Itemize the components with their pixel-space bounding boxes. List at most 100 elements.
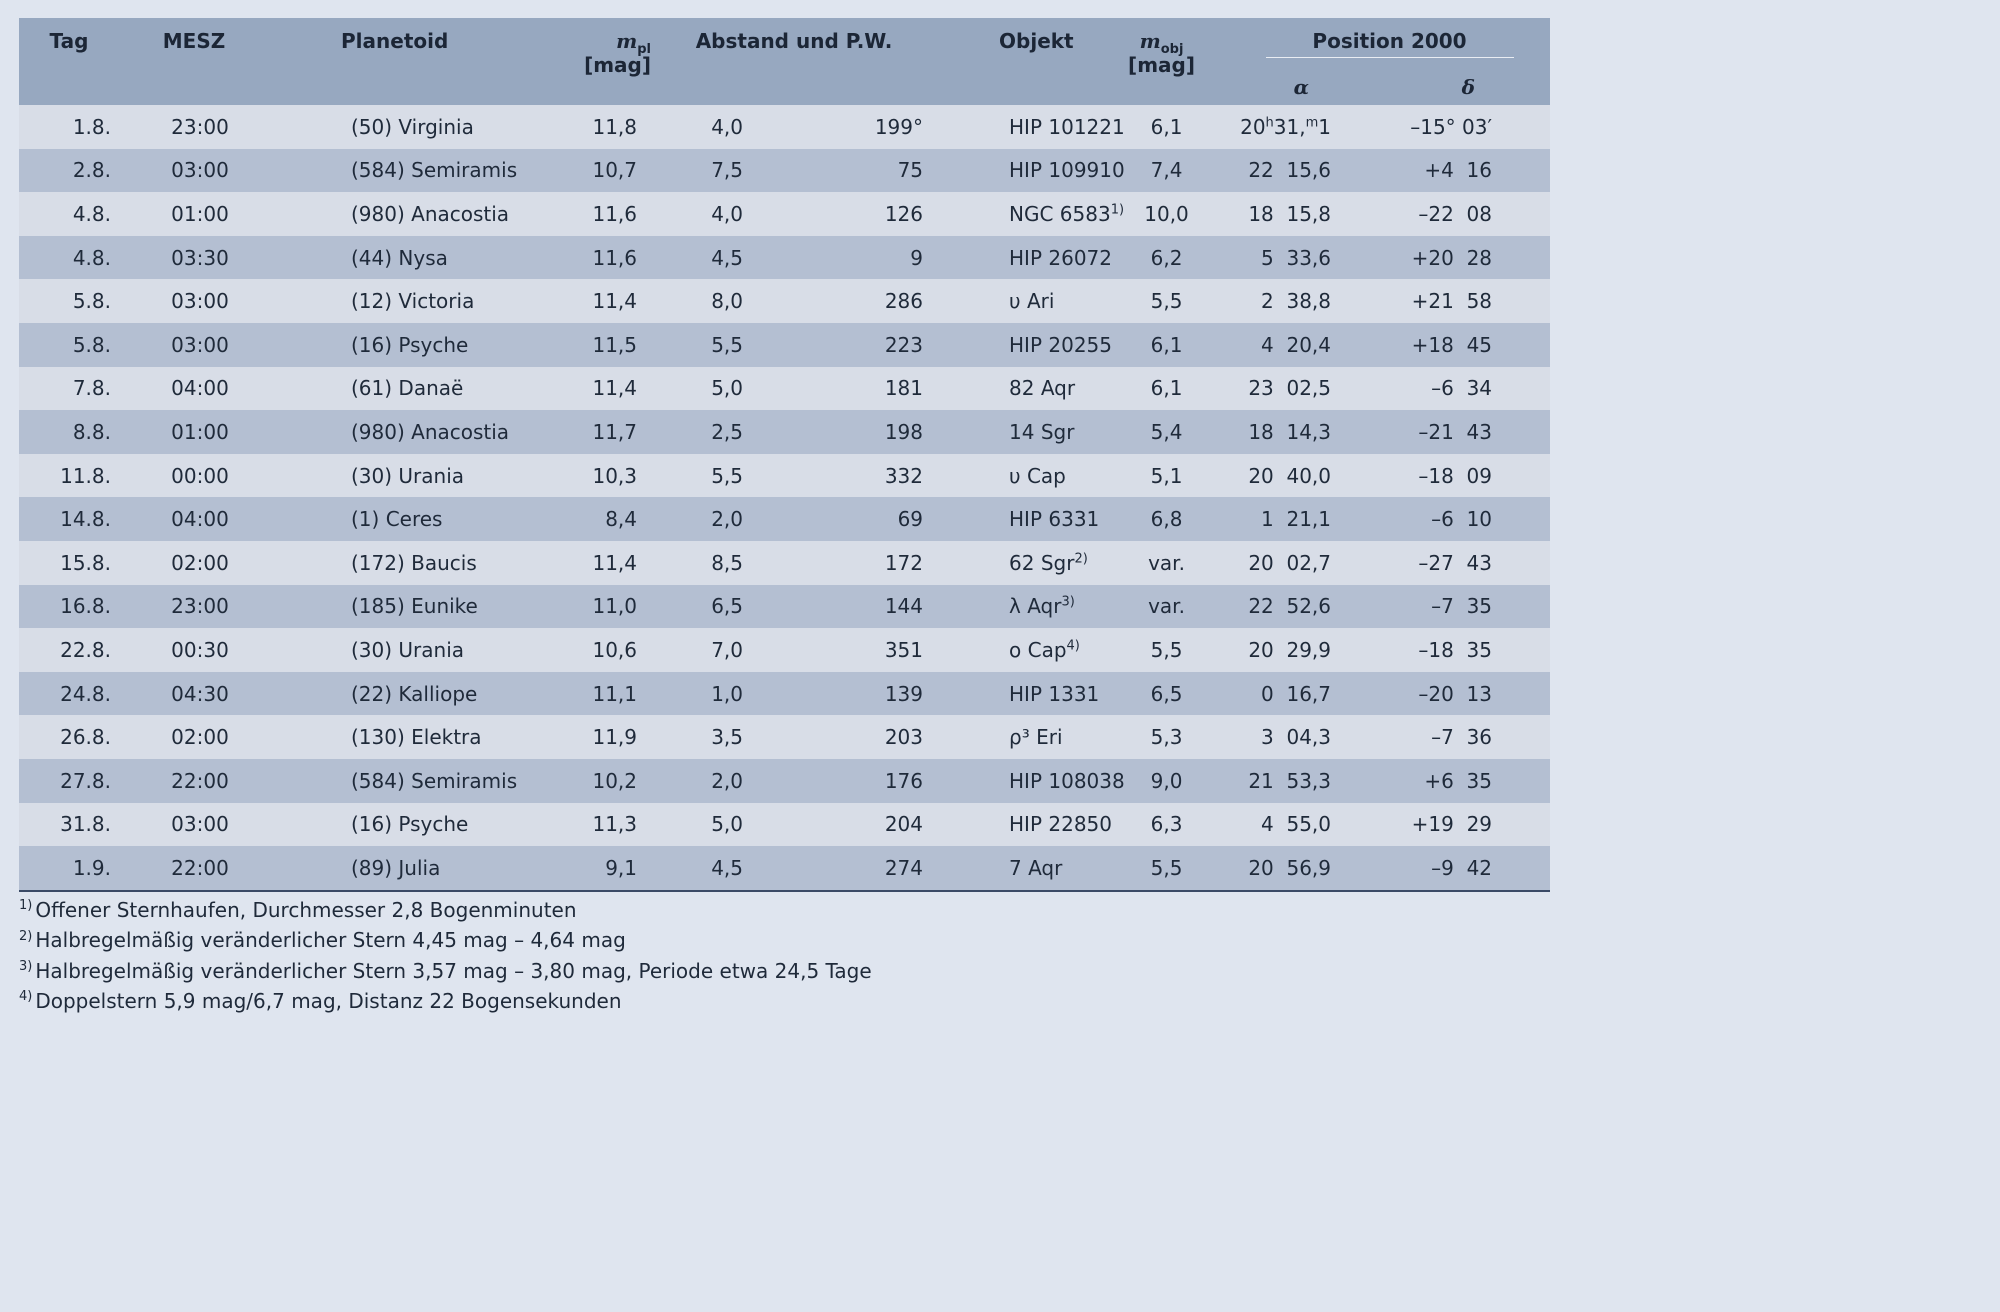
cell-mobj: 5,5 xyxy=(1094,279,1230,323)
cell-mpl: 10,6 xyxy=(529,628,659,672)
cell-planetoid: (1) Ceres xyxy=(269,497,529,541)
occultation-table-container: Tag MESZ Planetoid mpl [mag] Abstand und … xyxy=(19,18,1551,892)
header-mobj: mobj [mag] xyxy=(1094,18,1230,105)
cell-mesz: 22:00 xyxy=(119,758,269,803)
cell-position-angle: 286 xyxy=(809,279,930,323)
cell-mesz: 00:30 xyxy=(119,628,269,672)
header-alpha: α xyxy=(1229,69,1340,105)
cell-alpha: 1 21,1 xyxy=(1229,497,1340,541)
header-objekt: Objekt xyxy=(929,18,1095,105)
cell-distance: 7,0 xyxy=(659,628,809,672)
cell-objekt: ρ³ Eri xyxy=(929,715,1095,759)
cell-objekt: HIP 1331 xyxy=(929,671,1099,716)
table-row: 1.8. 23:00 (50) Virginia 11,8 4,0 199° HIP 101… xyxy=(19,105,1551,149)
alpha-value: 22 15,6 xyxy=(1248,158,1332,183)
cell-mpl: 11,0 xyxy=(529,584,659,629)
table-header: Tag MESZ Planetoid mpl [mag] Abstand und … xyxy=(19,18,1551,105)
cell-planetoid: (172) Baucis xyxy=(269,540,529,585)
delta-value: –7 35 xyxy=(1431,594,1493,619)
cell-planetoid: (584) Semiramis xyxy=(269,148,529,193)
header-planetoid: Planetoid xyxy=(269,18,529,105)
alpha-value: 23 02,5 xyxy=(1248,376,1332,401)
cell-objekt: HIP 109910 xyxy=(929,148,1125,193)
cell-planetoid: (980) Anacostia xyxy=(269,192,529,236)
cell-alpha: 20h31,m1 xyxy=(1229,105,1340,149)
cell-mobj: 6,2 xyxy=(1094,235,1230,280)
cell-position-angle: 198 xyxy=(809,410,930,454)
cell-delta: –6 10 xyxy=(1339,497,1551,541)
delta-value: +21 58 xyxy=(1411,289,1493,314)
table-row: 1.9. 22:00 (89) Julia 9,1 4,5 274 7 Aqr 5,5 20 5… xyxy=(19,846,1551,892)
table-row: 27.8. 22:00 (584) Semiramis 10,2 2,0 176 HIP 1… xyxy=(19,758,1551,803)
cell-mobj: 6,1 xyxy=(1094,366,1230,411)
cell-delta: +4 16 xyxy=(1339,148,1551,193)
cell-position-angle: 332 xyxy=(809,453,930,498)
cell-position-angle: 9 xyxy=(809,235,930,280)
footnote-text: Halbregelmäßig veränderlicher Stern 3,57… xyxy=(35,958,872,983)
cell-objekt: HIP 6331 xyxy=(929,497,1099,541)
cell-delta: +18 45 xyxy=(1339,322,1551,367)
cell-mpl: 9,1 xyxy=(529,846,659,892)
header-mesz: MESZ xyxy=(119,18,269,105)
cell-mobj: 6,3 xyxy=(1094,802,1230,847)
delta-value: +18 45 xyxy=(1411,332,1493,357)
cell-position-angle: 204 xyxy=(809,802,930,847)
cell-mobj: 9,0 xyxy=(1094,758,1230,803)
cell-mobj: 7,4 xyxy=(1094,148,1230,193)
cell-planetoid: (89) Julia xyxy=(269,846,529,892)
cell-objekt: υ Ari xyxy=(929,279,1095,323)
cell-mesz: 22:00 xyxy=(119,846,269,892)
cell-tag: 7.8. xyxy=(19,366,119,411)
cell-tag: 26.8. xyxy=(19,715,119,759)
cell-mpl: 10,7 xyxy=(529,148,659,193)
alpha-value: 20 40,0 xyxy=(1248,463,1332,488)
cell-mobj: 6,1 xyxy=(1094,322,1230,367)
cell-delta: –27 43 xyxy=(1339,540,1551,585)
cell-position-angle: 176 xyxy=(809,758,930,803)
cell-delta: +6 35 xyxy=(1339,758,1551,803)
alpha-value: 20 29,9 xyxy=(1248,637,1332,662)
cell-position-angle: 199° xyxy=(809,105,930,149)
cell-planetoid: (16) Psyche xyxy=(269,802,529,847)
cell-mesz: 03:30 xyxy=(119,235,269,280)
cell-mesz: 02:00 xyxy=(119,540,269,585)
cell-delta: –21 43 xyxy=(1339,410,1551,454)
cell-planetoid: (44) Nysa xyxy=(269,235,529,280)
cell-objekt: NGC 65831) xyxy=(929,192,1124,236)
cell-distance: 3,5 xyxy=(659,715,809,759)
alpha-value: 21 53,3 xyxy=(1248,768,1332,793)
cell-mpl: 8,4 xyxy=(529,497,659,541)
cell-tag: 24.8. xyxy=(19,671,119,716)
table-row: 14.8. 04:00 (1) Ceres 8,4 2,0 69 HIP 6331 6,8 1 … xyxy=(19,497,1551,541)
header-mpl: mpl [mag] xyxy=(529,18,659,105)
footnote-text: Offener Sternhaufen, Durchmesser 2,8 Bog… xyxy=(35,898,577,922)
cell-mobj: 5,1 xyxy=(1094,453,1230,498)
footnote-ref: 4) xyxy=(1066,638,1080,654)
cell-distance: 4,0 xyxy=(659,105,809,149)
cell-position-angle: 274 xyxy=(809,846,930,892)
occultation-table: Tag MESZ Planetoid mpl [mag] Abstand und … xyxy=(19,18,1551,892)
cell-position-angle: 172 xyxy=(809,540,930,585)
cell-mpl: 10,2 xyxy=(529,758,659,803)
table-body: 1.8. 23:00 (50) Virginia 11,8 4,0 199° HIP 101… xyxy=(19,105,1551,892)
objekt-name: 82 Aqr xyxy=(1009,376,1076,401)
cell-planetoid: (130) Elektra xyxy=(269,715,529,759)
cell-alpha: 18 15,8 xyxy=(1229,192,1340,236)
objekt-name: 62 Sgr xyxy=(1009,550,1075,575)
cell-mobj: var. xyxy=(1094,584,1230,629)
objekt-name: 14 Sgr xyxy=(1009,419,1075,444)
cell-mpl: 11,4 xyxy=(529,279,659,323)
cell-position-angle: 144 xyxy=(809,584,930,629)
cell-delta: –9 42 xyxy=(1339,846,1551,892)
cell-planetoid: (584) Semiramis xyxy=(269,758,529,803)
objekt-name: λ Aqr xyxy=(1009,594,1062,619)
delta-value: –27 43 xyxy=(1418,550,1493,575)
cell-delta: –7 36 xyxy=(1339,715,1551,759)
cell-distance: 2,0 xyxy=(659,497,809,541)
cell-distance: 5,5 xyxy=(659,453,809,498)
delta-value: –20 13 xyxy=(1418,681,1493,706)
cell-planetoid: (50) Virginia xyxy=(269,105,529,149)
cell-alpha: 4 55,0 xyxy=(1229,802,1340,847)
cell-mpl: 10,3 xyxy=(529,453,659,498)
cell-alpha: 20 56,9 xyxy=(1229,846,1340,892)
